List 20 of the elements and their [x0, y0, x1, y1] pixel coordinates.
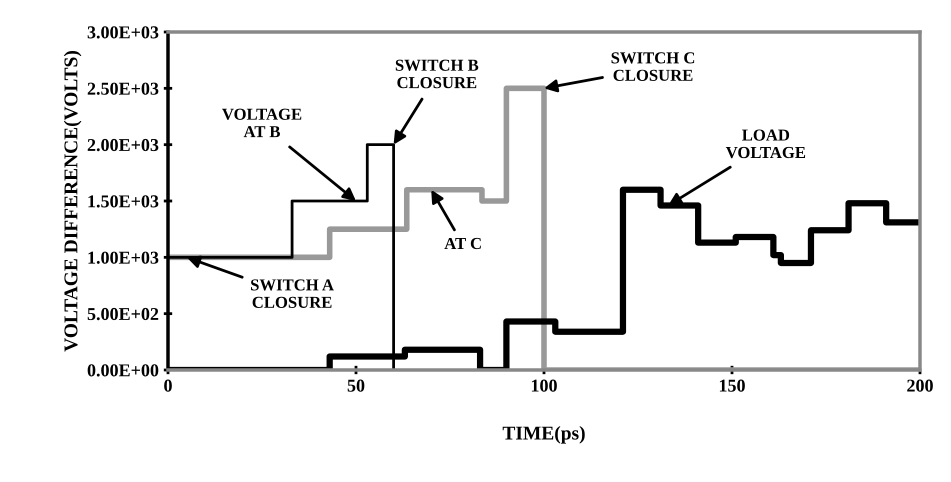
x-tick-label: 200	[907, 380, 933, 392]
x-tick-label: 150	[720, 380, 745, 392]
y-tick-label: 1.00E+03	[88, 252, 158, 264]
y-tick-label: 0.00E+00	[88, 364, 158, 377]
annotation: SWITCH C CLOSURE	[612, 52, 694, 81]
x-tick-label: 100	[532, 380, 557, 392]
x-axis-title: TIME(ps)	[502, 426, 585, 444]
y-tick-label: 5.00E+02	[88, 308, 158, 320]
annotation: SWITCH B CLOSURE	[396, 60, 478, 88]
y-tick-label: 3.00E+03	[88, 26, 158, 39]
y-tick-label: 1.50E+03	[88, 195, 158, 208]
y-axis-title: VOLTAGE DIFFERENCE(VOLTS)	[64, 51, 82, 352]
y-tick-label: 2.50E+03	[88, 82, 158, 95]
annotation: SWITCH A CLOSURE	[251, 279, 334, 308]
y-tick-label: 2.00E+03	[88, 138, 158, 152]
annotation: AT C	[444, 238, 481, 250]
annotation: LOAD VOLTAGE	[726, 129, 806, 158]
x-tick-label: 0	[164, 380, 172, 392]
x-tick-label: 50	[348, 380, 364, 392]
annotation: VOLTAGE AT B	[222, 108, 302, 138]
